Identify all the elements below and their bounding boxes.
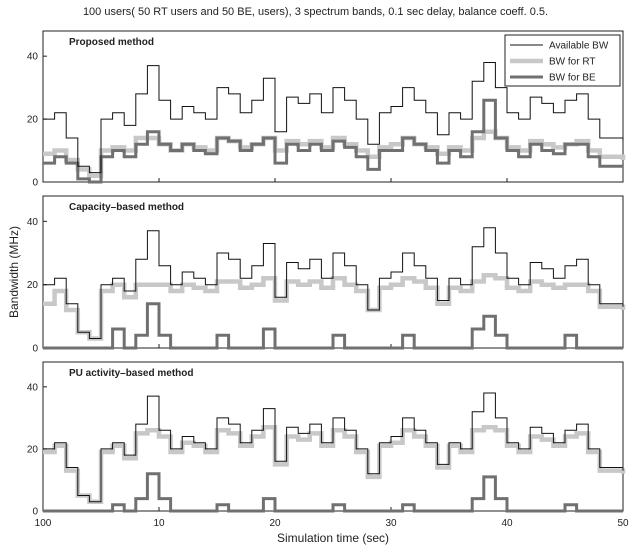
x-tick-label: 100	[35, 518, 52, 529]
series-line-available-bw	[43, 227, 624, 339]
y-tick-label: 40	[27, 382, 39, 393]
legend-label: Available BW	[549, 41, 609, 52]
y-tick-label: 0	[32, 344, 38, 355]
y-tick-label: 20	[27, 280, 39, 291]
x-tick-label: 40	[501, 518, 513, 529]
legend-label: BW for BE	[549, 73, 596, 84]
series-line-available-bw	[43, 392, 624, 503]
x-tick-label: 20	[269, 518, 281, 529]
panel-title: PU activity–based method	[69, 368, 193, 379]
chart-title: 100 users( 50 RT users and 50 BE, users)…	[82, 6, 549, 18]
y-tick-label: 40	[27, 217, 39, 228]
x-tick-label: 50	[617, 518, 629, 529]
panel-title: Capacity–based method	[69, 202, 184, 213]
x-axis-label: Simulation time (sec)	[277, 531, 389, 545]
y-tick-label: 20	[27, 444, 39, 455]
panel-title: Proposed method	[69, 37, 154, 48]
y-axis-label: Bandwidth (MHz)	[7, 226, 21, 318]
y-tick-label: 0	[32, 507, 38, 518]
series-line-available-bw	[43, 62, 624, 174]
x-tick-label: 10	[153, 518, 165, 529]
series-line-bw-for-rt	[43, 272, 626, 341]
series-line-bw-for-be	[43, 98, 623, 184]
y-tick-label: 40	[27, 52, 39, 63]
series-line-bw-for-be	[43, 472, 623, 513]
plot-frame	[42, 30, 624, 183]
legend-label: BW for RT	[549, 57, 595, 68]
y-tick-label: 20	[27, 115, 39, 126]
series-line-bw-for-be	[43, 302, 623, 350]
y-tick-label: 0	[32, 178, 38, 189]
series-line-bw-for-rt	[43, 129, 626, 178]
x-tick-label: 30	[385, 518, 397, 529]
